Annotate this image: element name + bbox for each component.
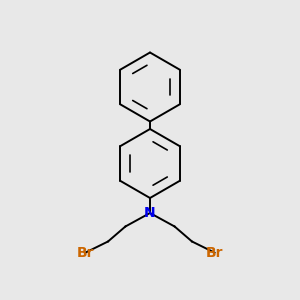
Text: Br: Br <box>206 246 223 260</box>
Text: N: N <box>144 206 156 220</box>
Text: Br: Br <box>77 246 94 260</box>
